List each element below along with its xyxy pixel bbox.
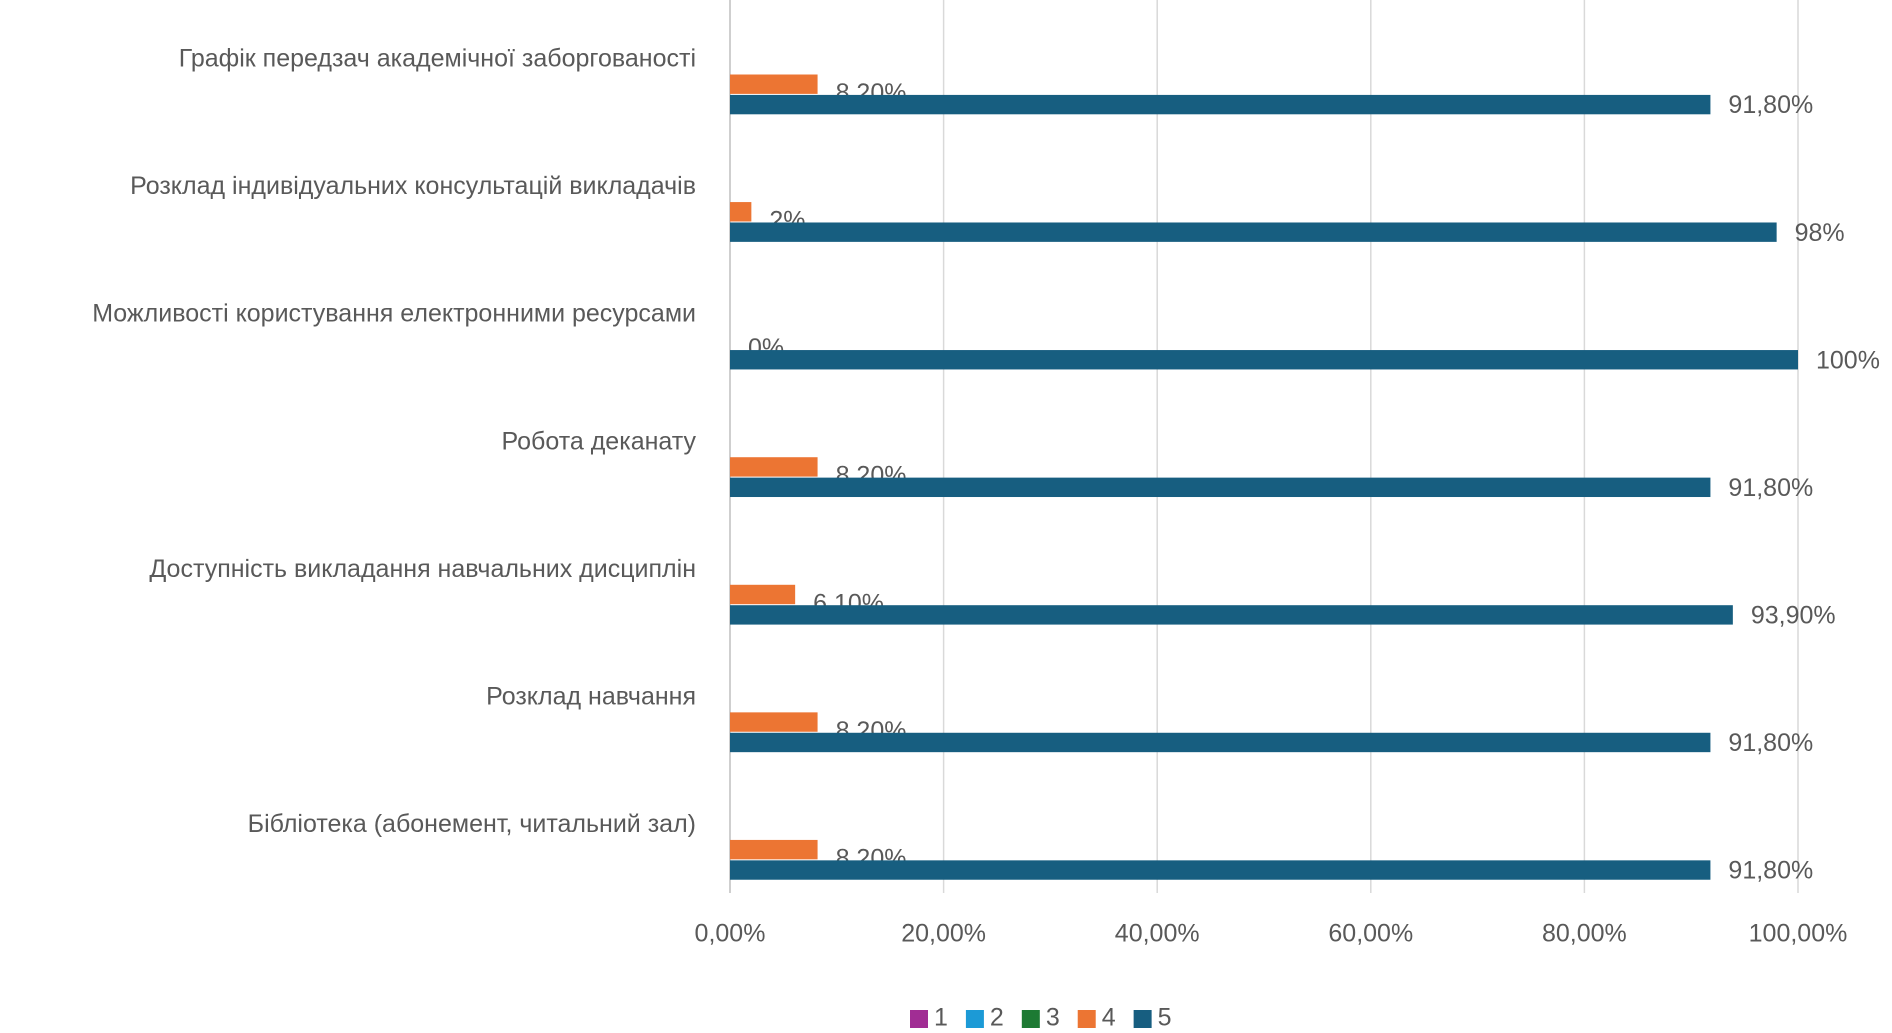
x-tick-label: 80,00% <box>1542 920 1627 948</box>
x-tick-label: 20,00% <box>901 920 986 948</box>
value-label: 100% <box>1816 346 1880 374</box>
bar <box>730 350 1798 370</box>
category-label: Робота деканату <box>502 427 697 455</box>
value-label: 93,90% <box>1751 602 1836 630</box>
bar <box>730 605 1733 625</box>
bar <box>730 712 818 732</box>
bar <box>730 584 796 605</box>
x-tick-label: 0,00% <box>695 920 766 948</box>
x-tick-label: 40,00% <box>1115 920 1200 948</box>
category-label: Можливості користування електронними рес… <box>92 300 696 328</box>
value-label: 91,80% <box>1728 91 1813 119</box>
legend-swatch <box>910 1010 928 1028</box>
legend-label: 5 <box>1158 1004 1172 1032</box>
x-tick-label: 60,00% <box>1328 920 1413 948</box>
bar <box>730 860 1711 880</box>
bar <box>730 839 818 860</box>
value-label: 91,80% <box>1728 857 1813 885</box>
category-label: Розклад індивідуальних консультацій викл… <box>130 172 696 200</box>
bar <box>730 732 1711 753</box>
legend-swatch <box>1133 1010 1152 1028</box>
value-label: 98% <box>1795 219 1845 247</box>
legend-label: 4 <box>1102 1004 1116 1032</box>
legend-label: 1 <box>934 1004 948 1032</box>
bar <box>730 74 818 94</box>
bar <box>730 222 1777 242</box>
bar <box>730 477 1711 498</box>
bar <box>730 202 752 222</box>
bar <box>730 94 1711 115</box>
x-tick-label: 100,00% <box>1749 920 1848 948</box>
value-label: 91,80% <box>1728 474 1813 502</box>
bar <box>730 457 818 477</box>
category-label: Графік передзач академічної заборгованос… <box>179 45 696 73</box>
value-label: 91,80% <box>1728 729 1813 757</box>
legend-swatch <box>1077 1010 1096 1028</box>
category-label: Доступність викладання навчальних дисцип… <box>149 555 696 583</box>
legend-label: 2 <box>990 1004 1004 1032</box>
category-label: Бібліотека (абонемент, читальний зал) <box>248 810 696 838</box>
legend-swatch <box>1021 1010 1040 1028</box>
legend-label: 3 <box>1046 1004 1060 1032</box>
category-label: Розклад навчання <box>486 682 696 710</box>
legend-swatch <box>965 1010 984 1028</box>
